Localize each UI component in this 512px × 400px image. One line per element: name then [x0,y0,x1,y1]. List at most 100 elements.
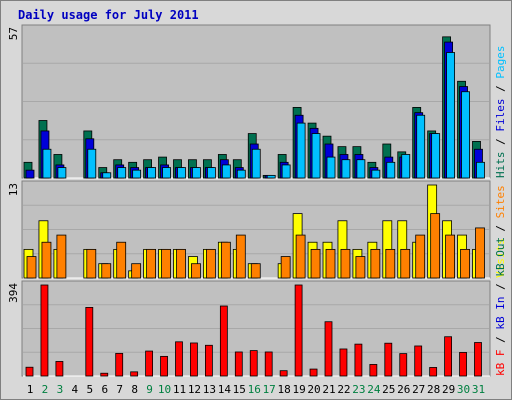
bar-sites-day-8 [131,263,142,279]
day-label-7: 7 [116,383,123,396]
bar-kb-f-day-12 [190,342,198,377]
bar-kb-f-day-8 [130,371,139,377]
bar-sites-day-13 [205,248,216,279]
bar-sites-day-23 [355,256,366,279]
bar-kb-f-day-1 [25,366,34,377]
bar-kb-f-day-2 [40,284,49,377]
legend-entry: Pages [494,46,507,79]
bar-sites-day-2 [41,241,52,279]
bar-pages-day-2 [42,148,52,179]
bar-kb-f-day-14 [219,305,228,377]
panel-visits-legend: Visits / Sites [494,185,507,278]
bar-pages-day-13 [206,167,216,179]
bar-pages-day-3 [57,167,67,179]
day-label-14: 14 [218,383,232,396]
day-label-4: 4 [72,383,79,396]
day-label-26: 26 [397,383,410,396]
bar-sites-day-26 [400,248,411,279]
bar-kb-f-day-13 [204,344,213,377]
bar-pages-day-12 [192,167,201,179]
bar-kb-f-day-5 [85,307,94,377]
bar-kb-f-day-11 [175,341,183,377]
chart-title: Daily usage for July 2011 [18,8,199,22]
day-label-19: 19 [292,383,305,396]
bar-sites-day-24 [370,248,381,279]
legend-entry: / [494,79,507,99]
legend-entry: Files [494,99,507,132]
bar-pages-day-24 [371,169,381,179]
bar-pages-day-28 [431,133,441,179]
bar-pages-day-23 [356,159,366,179]
day-label-3: 3 [57,383,64,396]
bar-sites-day-30 [460,248,470,279]
bar-sites-day-14 [220,241,231,279]
day-label-23: 23 [352,383,365,396]
bar-sites-day-29 [445,234,456,279]
bar-pages-day-25 [386,161,396,179]
day-label-20: 20 [307,383,320,396]
legend-entry: kB F [494,350,507,377]
bar-pages-day-30 [461,91,470,179]
bar-sites-day-28 [430,213,441,279]
bar-pages-day-11 [177,167,186,179]
bar-pages-day-19 [296,122,306,179]
bar-sites-day-11 [176,248,186,279]
bar-pages-day-7 [117,167,127,179]
panel-hits-max-label: 57 [7,27,20,40]
bar-sites-day-25 [385,248,396,279]
bar-sites-day-9 [146,248,157,279]
legend-entry: / [494,330,507,350]
bar-pages-day-21 [326,156,336,179]
bar-pages-day-22 [341,159,351,179]
legend-entry: kB Out [494,237,507,277]
day-label-17: 17 [263,383,276,396]
bar-files-day-1 [25,169,35,179]
bar-kb-f-day-31 [474,342,482,377]
bar-sites-day-18 [280,256,291,279]
bar-sites-day-10 [161,248,171,279]
bar-sites-day-12 [191,263,201,279]
bar-pages-day-31 [476,161,485,179]
bar-sites-day-3 [56,234,67,279]
day-label-10: 10 [158,383,171,396]
panel-kbytes-legend: kB F / kB In / kB Out [494,237,507,376]
panel-visits-max-label: 13 [7,183,20,196]
day-label-2: 2 [42,383,49,396]
panel-hits-legend: Hits / Files / Pages [494,46,507,179]
bar-sites-day-6 [101,263,112,279]
bar-sites-day-1 [26,256,37,279]
day-label-28: 28 [427,383,440,396]
bar-pages-day-26 [401,154,411,179]
legend-entry: / [494,218,507,238]
bar-kb-f-day-30 [459,352,467,377]
bar-kb-f-day-18 [279,370,288,377]
bar-sites-day-19 [295,234,306,279]
bar-kb-f-day-7 [115,352,124,377]
legend-entry: Sites [494,185,507,218]
legend-entry: / [494,132,507,152]
day-label-22: 22 [337,383,350,396]
bar-pages-day-15 [236,169,246,179]
legend-entry: Hits [494,152,507,179]
bar-pages-day-10 [162,167,171,179]
bar-kb-f-day-20 [309,368,318,377]
legend-entry: kB In [494,297,507,330]
bar-kb-f-day-17 [264,351,273,377]
bar-sites-day-5 [86,248,97,279]
bar-kb-f-day-6 [100,372,109,377]
day-label-30: 30 [457,383,470,396]
day-label-8: 8 [131,383,138,396]
day-label-11: 11 [173,383,186,396]
legend-entry: Visits [494,238,507,278]
bar-kb-f-day-29 [444,336,453,377]
bar-sites-day-16 [250,263,261,279]
day-label-31: 31 [472,383,485,396]
day-label-18: 18 [278,383,291,396]
bar-pages-day-5 [87,148,97,179]
bar-kb-f-day-15 [234,351,243,377]
bar-sites-day-22 [340,248,351,279]
day-label-15: 15 [233,383,246,396]
bar-sites-day-31 [475,227,485,279]
bar-kb-f-day-10 [160,355,168,377]
